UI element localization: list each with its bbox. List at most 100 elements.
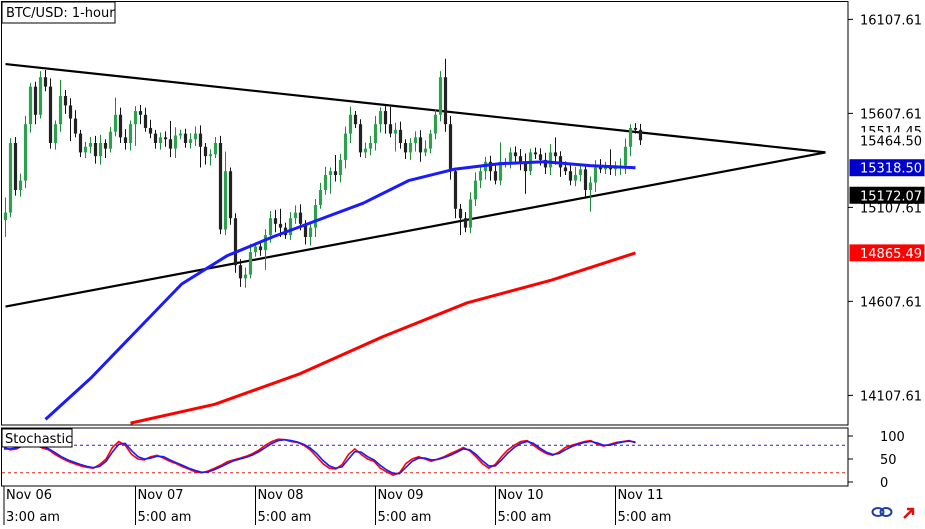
candle-body [633, 127, 638, 130]
candle-body [98, 143, 103, 157]
candle-body [498, 161, 503, 181]
candle-body [258, 246, 263, 251]
candle-body [178, 133, 183, 136]
candle-body [68, 105, 73, 119]
candle-body [108, 131, 113, 149]
candle-body [93, 143, 98, 157]
candle-body [523, 161, 528, 172]
stochastic-label-box [1, 428, 73, 448]
candle-body [543, 159, 548, 168]
red-arrow-icon[interactable] [901, 505, 917, 521]
candle-body [53, 124, 58, 143]
candle-body [83, 146, 88, 153]
candle-body [368, 143, 373, 149]
y-tick-label: 16107.61 [860, 13, 922, 28]
candle-body [458, 208, 463, 219]
candle-body [233, 218, 238, 266]
candle-body [188, 139, 193, 143]
x-date-label: Nov 11 [618, 488, 664, 503]
candle-body [88, 143, 93, 147]
chain-link-icon[interactable] [871, 505, 893, 521]
x-time-label: 5:00 am [258, 510, 312, 525]
stochastic-panel [1, 427, 849, 487]
candle-body [253, 246, 258, 253]
candle-body [453, 171, 458, 209]
candle-body [408, 143, 413, 153]
candle-body [133, 111, 138, 125]
candle-body [438, 77, 443, 115]
x-time-label: 3:00 am [6, 510, 60, 525]
candle-body [288, 218, 293, 236]
candle-body [583, 169, 588, 190]
candle-body [533, 152, 538, 155]
candle-body [23, 124, 28, 181]
candle-body [493, 171, 498, 181]
candle-body [548, 152, 553, 168]
stochastic-tick-label: 100 [880, 430, 905, 445]
title-box [1, 1, 116, 24]
candle-body [353, 114, 358, 125]
candle-body [8, 143, 13, 213]
candle-body [158, 137, 163, 143]
candle-body [598, 167, 603, 170]
candle-body [423, 148, 428, 153]
candle-body [638, 129, 643, 141]
candle-body [403, 143, 408, 153]
candle-body [3, 212, 8, 221]
candle-body [198, 133, 203, 147]
ma-blue-line [44, 160, 636, 421]
x-date-label: Nov 08 [258, 488, 304, 503]
ma-red-line [130, 251, 636, 425]
candle-body [113, 114, 118, 132]
x-time-label: 5:00 am [378, 510, 432, 525]
candle-body [208, 154, 213, 157]
candle-body [33, 86, 38, 115]
candle-body [388, 124, 393, 134]
candle-body [213, 143, 218, 155]
candle-body [218, 143, 223, 230]
candle-body [398, 129, 403, 143]
price-tag-box [849, 159, 925, 177]
x-date-label: Nov 10 [498, 488, 544, 503]
candle-body [513, 152, 518, 157]
candle-body [383, 111, 388, 125]
candle-body [168, 139, 173, 149]
candle-body [318, 190, 323, 206]
candle-body [613, 167, 618, 170]
stochastic-tick-label: 0 [880, 476, 888, 491]
candle-body [163, 137, 168, 140]
candle-body [378, 111, 383, 125]
candle-body [63, 96, 68, 106]
x-date-label: Nov 06 [6, 488, 52, 503]
candle-body [273, 218, 278, 224]
y-tick-label: 15607.61 [860, 107, 922, 122]
chart-title: BTC/USD: 1-hour [6, 6, 115, 21]
x-date-label: Nov 09 [378, 488, 424, 503]
candle-body [183, 133, 188, 143]
candle-body [588, 182, 593, 190]
candle-body [333, 171, 338, 175]
candle-body [298, 212, 303, 224]
candle-body [143, 114, 148, 128]
candle-body [428, 133, 433, 149]
candle-body [193, 133, 198, 140]
stochastic-tick-label: 50 [880, 453, 897, 468]
candle-body [358, 124, 363, 153]
candle-body [278, 223, 283, 228]
candle-body [538, 154, 543, 160]
candle-body [73, 118, 78, 134]
y-tick-label: 15107.61 [860, 201, 922, 216]
candle-body [103, 143, 108, 149]
candle-body [153, 133, 158, 143]
candle-body [348, 114, 353, 134]
y-tick-label: 14107.61 [860, 389, 922, 404]
candle-body [343, 133, 348, 160]
candle-body [553, 152, 558, 157]
candle-body [223, 171, 228, 230]
candle-body [248, 252, 253, 275]
candle-body [578, 169, 583, 175]
candle-body [28, 86, 33, 125]
candle-body [593, 167, 598, 183]
